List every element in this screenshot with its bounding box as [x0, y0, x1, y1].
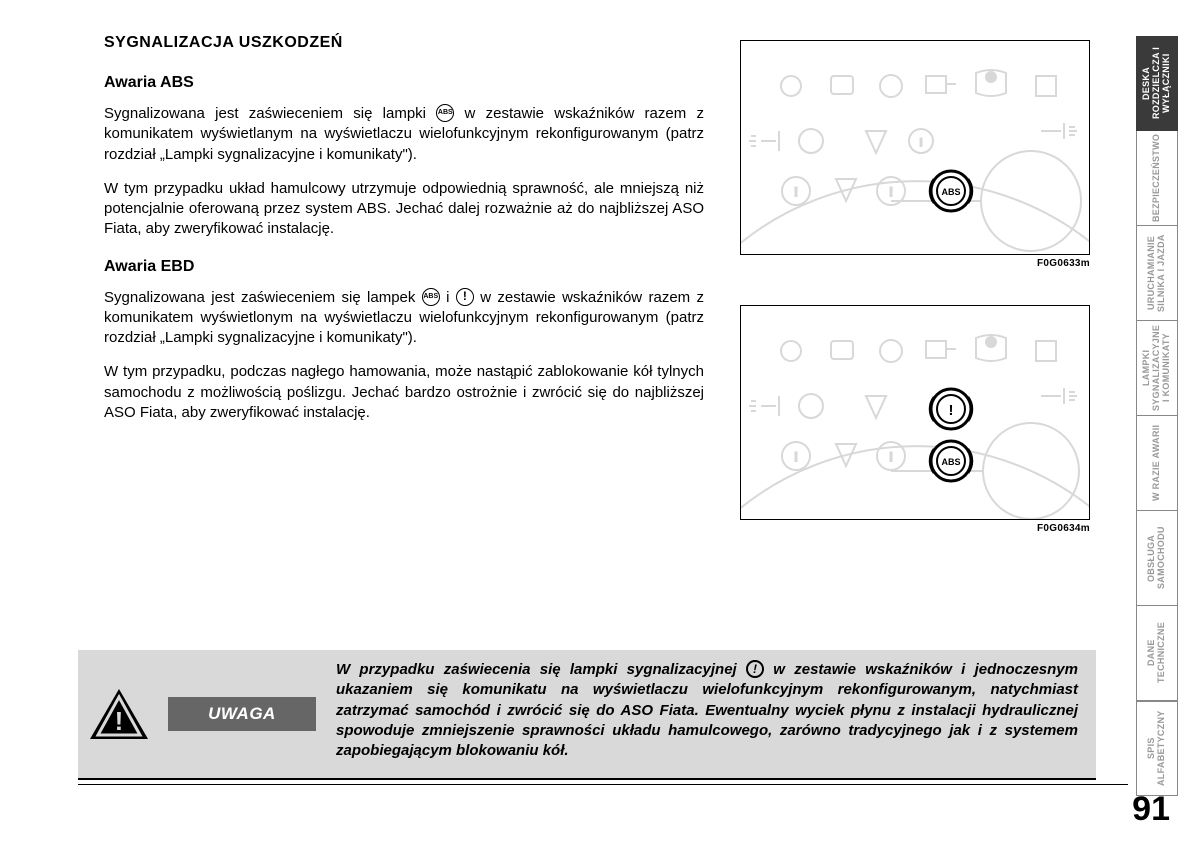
tab-deska[interactable]: DESKA ROZDZIELCZA I WYŁĄCZNIKI [1136, 36, 1178, 131]
section2-title: Awaria EBD [104, 258, 704, 276]
section1-title: Awaria ABS [104, 74, 704, 92]
svg-text:!: ! [794, 185, 797, 199]
callout-label: UWAGA [168, 697, 316, 731]
text-fragment: Sygnalizowana jest zaświeceniem się lamp… [104, 289, 422, 306]
svg-text:!: ! [919, 137, 922, 149]
side-tabs: DESKA ROZDZIELCZA I WYŁĄCZNIKI BEZPIECZE… [1136, 36, 1178, 796]
svg-text:!: ! [889, 185, 892, 199]
text-fragment: Sygnalizowana jest zaświeceniem się lamp… [104, 105, 436, 122]
tab-uruchamianie[interactable]: URUCHAMIANIE SILNIKA I JAZDA [1136, 226, 1178, 321]
section1-p1: Sygnalizowana jest zaświeceniem się lamp… [104, 104, 704, 165]
tab-bezpieczenstwo[interactable]: BEZPIECZEŃSTWO [1136, 131, 1178, 226]
footer-rule [78, 784, 1128, 785]
dashboard-illustration-1: ! ! ! [740, 40, 1090, 255]
svg-text:!: ! [794, 450, 797, 464]
figure-2: ! ! [740, 305, 1090, 534]
svg-text:ABS: ABS [941, 187, 960, 197]
abs-icon: ABS [436, 104, 454, 122]
figure-2-caption: F0G0634m [740, 523, 1090, 534]
section1-p2: W tym przypadku układ hamulcowy utrzymuj… [104, 179, 704, 240]
page-heading: SYGNALIZACJA USZKODZEŃ [104, 34, 704, 52]
svg-text:!: ! [115, 706, 124, 736]
text-fragment: W przypadku zaświecenia się lampki sygna… [336, 661, 746, 678]
callout-text: W przypadku zaświecenia się lampki sygna… [328, 650, 1096, 778]
warning-icon: ! [746, 660, 764, 678]
tab-spis[interactable]: SPIS ALFABETYCZNY [1136, 701, 1178, 796]
figure-1-caption: F0G0633m [740, 258, 1090, 269]
tab-awarii[interactable]: W RAZIE AWARII [1136, 416, 1178, 511]
svg-text:!: ! [889, 450, 892, 464]
warning-triangle-icon: ! [88, 687, 150, 741]
text-fragment: i [446, 289, 456, 306]
svg-text:ABS: ABS [941, 457, 960, 467]
dashboard-illustration-2: ! ! [740, 305, 1090, 520]
tab-obsluga[interactable]: OBSŁUGA SAMOCHODU [1136, 511, 1178, 606]
warning-callout: ! UWAGA W przypadku zaświecenia się lamp… [78, 650, 1096, 780]
warning-icon: ! [456, 288, 474, 306]
tab-dane[interactable]: DANE TECHNICZNE [1136, 606, 1178, 701]
section2-p2: W tym przypadku, podczas nagłego hamowan… [104, 362, 704, 423]
svg-text:!: ! [949, 402, 954, 419]
section2-p1: Sygnalizowana jest zaświeceniem się lamp… [104, 288, 704, 349]
abs-icon: ABS [422, 288, 440, 306]
tab-lampki[interactable]: LAMPKI SYGNALIZACYJNE I KOMUNIKATY [1136, 321, 1178, 416]
page-number: 91 [1132, 790, 1170, 829]
figure-1: ! ! ! [740, 40, 1090, 269]
